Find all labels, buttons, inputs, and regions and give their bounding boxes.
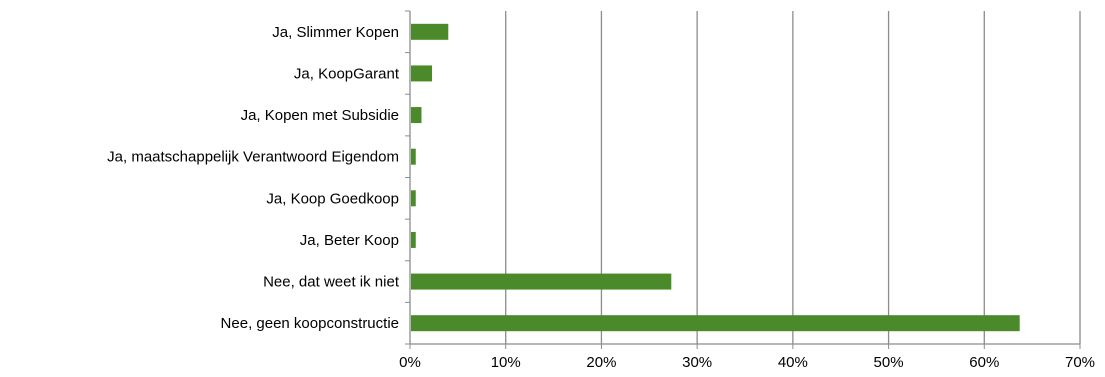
x-tick-labels: 0% 10% 20% 30% 40% 50% 60% 70%	[399, 354, 1095, 371]
bars	[411, 23, 1020, 332]
category-labels: Ja, Slimmer Kopen Ja, KoopGarant Ja, Kopen…	[107, 24, 400, 332]
bar	[411, 107, 422, 124]
grid-lines	[505, 11, 1081, 344]
category-label: Ja, maatschappelijk Verantwoord Eigendom	[107, 149, 399, 166]
bar	[411, 190, 416, 207]
category-label: Ja, KoopGarant	[294, 65, 400, 82]
x-tick-label: 50%	[874, 354, 904, 371]
x-tick-label: 40%	[778, 354, 808, 371]
category-label: Ja, Beter Koop	[300, 232, 399, 249]
category-label: Nee, dat weet ik niet	[263, 274, 400, 291]
x-tick-label: 30%	[682, 354, 712, 371]
category-label: Ja, Koop Goedkoop	[266, 190, 399, 207]
x-tick-label: 20%	[586, 354, 616, 371]
x-tick-label: 70%	[1065, 354, 1095, 371]
category-label: Nee, geen koopconstructie	[221, 315, 399, 332]
bar	[411, 231, 416, 248]
category-label: Ja, Kopen met Subsidie	[241, 107, 399, 124]
bar	[411, 23, 449, 40]
axis	[405, 10, 1081, 349]
bar	[411, 273, 672, 290]
x-tick-label: 0%	[399, 354, 421, 371]
bar	[411, 315, 1020, 332]
bar	[411, 148, 416, 165]
x-tick-label: 60%	[969, 354, 999, 371]
category-label: Ja, Slimmer Kopen	[272, 24, 399, 41]
bar	[411, 65, 433, 82]
x-tick-label: 10%	[491, 354, 521, 371]
